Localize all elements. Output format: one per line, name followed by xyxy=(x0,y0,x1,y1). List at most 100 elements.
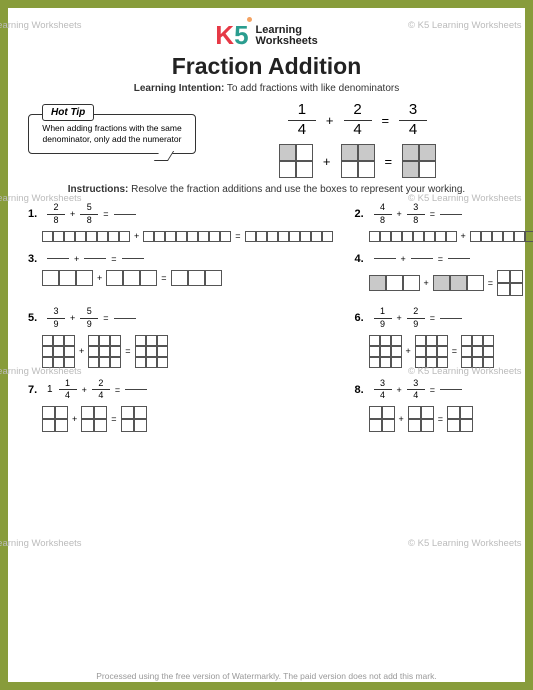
answer-blank[interactable] xyxy=(440,214,462,215)
instructions: Instructions: Resolve the fraction addit… xyxy=(28,184,505,195)
answer-blank[interactable] xyxy=(448,258,470,259)
answer-blank[interactable] xyxy=(440,318,462,319)
equals-icon: = xyxy=(385,154,393,169)
problem-equation: 2.48+38= xyxy=(355,203,533,226)
problem-boxes: += xyxy=(28,270,333,286)
problem-boxes: += xyxy=(355,335,533,368)
problem: 4.+=+= xyxy=(355,253,533,303)
box-strip xyxy=(245,231,333,242)
fraction: 29 xyxy=(407,307,425,330)
problem-boxes: += xyxy=(28,231,333,242)
learning-intention: Learning Intention: To add fractions wit… xyxy=(28,83,505,94)
problem-equation: 1.28+58= xyxy=(28,203,333,226)
answer-blank[interactable] xyxy=(84,258,106,259)
logo-line2: Worksheets xyxy=(256,36,318,47)
fraction: 34 xyxy=(374,379,392,402)
problem-boxes: += xyxy=(28,406,333,432)
problems-grid: 1.28+58=+=2.48+38=+=3.+=+=4.+=+=5.39+59=… xyxy=(28,203,505,439)
page-title: Fraction Addition xyxy=(28,53,505,80)
box-grid xyxy=(369,335,402,368)
problem-number: 5. xyxy=(28,312,42,324)
box-grid xyxy=(121,406,147,432)
hot-tip: Hot Tip When adding fractions with the s… xyxy=(28,102,196,154)
problem-number: 8. xyxy=(355,384,369,396)
problem-number: 6. xyxy=(355,312,369,324)
problem-equation: 7.114+24= xyxy=(28,379,333,402)
fraction: 39 xyxy=(47,307,65,330)
problem-number: 2. xyxy=(355,208,369,220)
box-grid xyxy=(135,335,168,368)
logo: K5 Learning Worksheets xyxy=(28,20,505,51)
problem-equation: 6.19+29= xyxy=(355,307,533,330)
instructions-label: Instructions: xyxy=(68,184,129,195)
example-grid xyxy=(341,144,375,178)
example-grid-row: += xyxy=(210,144,505,178)
example-grid xyxy=(279,144,313,178)
problem-equation: 4.+= xyxy=(355,253,533,265)
fraction: 48 xyxy=(374,203,392,226)
box-strip xyxy=(171,270,222,286)
box-grid xyxy=(81,406,107,432)
box-strip xyxy=(42,231,130,242)
watermark-text: © K5 Learning Worksheets xyxy=(408,538,522,549)
answer-blank[interactable] xyxy=(411,258,433,259)
box-strip xyxy=(369,275,420,291)
problem: 7.114+24= += xyxy=(28,379,333,440)
fraction: 24 xyxy=(92,379,110,402)
intention-label: Learning Intention: xyxy=(134,83,225,94)
problem: 5.39+59=+= xyxy=(28,307,333,375)
box-grid xyxy=(88,335,121,368)
worksheet-page: K5 Learning Worksheets Fraction Addition… xyxy=(8,8,525,682)
example-grid xyxy=(402,144,436,178)
box-strip xyxy=(42,270,93,286)
intention-text: To add fractions with like denominators xyxy=(224,83,399,94)
watermark-text: © K5 Learning Worksheets xyxy=(0,538,82,549)
logo-5: 5 xyxy=(234,20,248,51)
instructions-text: Resolve the fraction additions and use t… xyxy=(128,184,465,195)
answer-blank[interactable] xyxy=(125,389,147,390)
example-frac-3: 34 xyxy=(399,102,427,138)
box-strip xyxy=(470,231,533,242)
answer-blank[interactable] xyxy=(440,389,462,390)
problem: 6.19+29=+= xyxy=(355,307,533,375)
problem-number: 3. xyxy=(28,253,42,265)
box-grid xyxy=(408,406,434,432)
answer-blank[interactable] xyxy=(122,258,144,259)
problem-boxes: += xyxy=(28,335,333,368)
problem-boxes: += xyxy=(355,231,533,242)
example-fraction-row: 14 + 24 = 34 xyxy=(210,102,505,138)
tip-tail-icon xyxy=(154,151,174,161)
tip-title: Hot Tip xyxy=(42,104,94,121)
problem-number: 1. xyxy=(28,208,42,220)
example-frac-2: 24 xyxy=(344,102,372,138)
answer-blank[interactable] xyxy=(114,214,136,215)
watermark-footer: Processed using the free version of Wate… xyxy=(0,671,533,681)
problem: 2.48+38=+= xyxy=(355,203,533,249)
problem: 8.34+34=+= xyxy=(355,379,533,440)
problem-equation: 8.34+34= xyxy=(355,379,533,402)
problem: 3.+=+= xyxy=(28,253,333,303)
tip-body-text: When adding fractions with the same deno… xyxy=(42,123,181,144)
problem-number: 4. xyxy=(355,253,369,265)
fraction: 58 xyxy=(80,203,98,226)
box-grid xyxy=(497,270,523,296)
problem: 1.28+58=+= xyxy=(28,203,333,249)
example: 14 + 24 = 34 += xyxy=(210,102,505,178)
box-grid xyxy=(42,406,68,432)
plus-icon: + xyxy=(326,113,334,128)
problem-number: 7. xyxy=(28,384,42,396)
fraction: 19 xyxy=(374,307,392,330)
answer-blank[interactable] xyxy=(47,258,69,259)
box-strip xyxy=(143,231,231,242)
logo-line1: Learning xyxy=(256,25,318,36)
box-strip xyxy=(106,270,157,286)
logo-mark: K5 xyxy=(215,20,248,51)
fraction: 28 xyxy=(47,203,65,226)
logo-k: K xyxy=(215,20,234,50)
answer-blank[interactable] xyxy=(114,318,136,319)
box-strip xyxy=(433,275,484,291)
fraction: 38 xyxy=(407,203,425,226)
fraction: 14 xyxy=(59,379,77,402)
answer-blank[interactable] xyxy=(374,258,396,259)
top-row: Hot Tip When adding fractions with the s… xyxy=(28,102,505,178)
